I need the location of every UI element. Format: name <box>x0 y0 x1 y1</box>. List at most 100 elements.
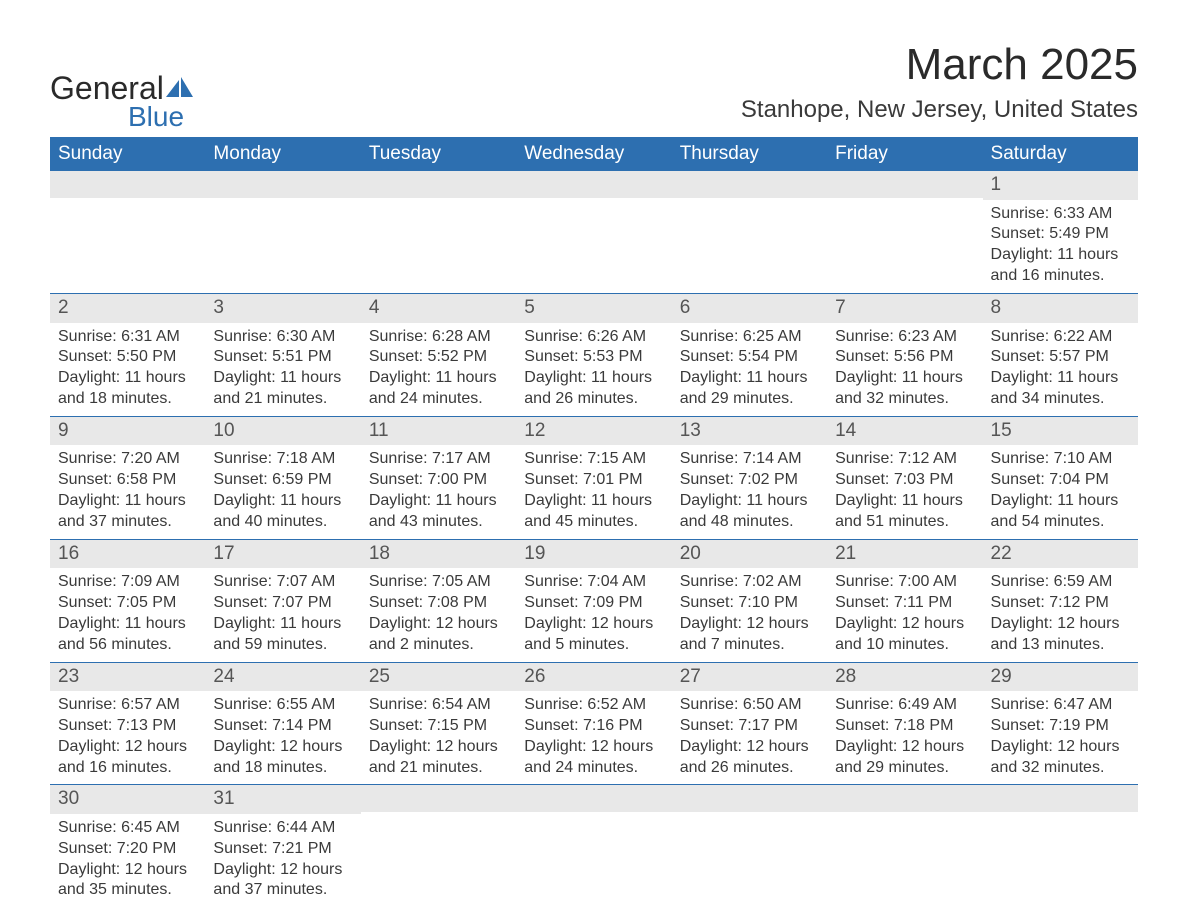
day-content: Sunrise: 7:04 AMSunset: 7:09 PMDaylight:… <box>516 568 671 661</box>
month-title: March 2025 <box>741 40 1138 90</box>
day-number: 7 <box>827 294 982 323</box>
day-content: Sunrise: 6:55 AMSunset: 7:14 PMDaylight:… <box>205 691 360 784</box>
day-content: Sunrise: 6:30 AMSunset: 5:51 PMDaylight:… <box>205 323 360 416</box>
calendar-cell: 17Sunrise: 7:07 AMSunset: 7:07 PMDayligh… <box>205 539 360 662</box>
sunrise-line: Sunrise: 6:33 AM <box>991 204 1130 225</box>
daylight-line-1: Daylight: 11 hours <box>58 614 197 635</box>
sunrise-line: Sunrise: 6:25 AM <box>680 327 819 348</box>
sunrise-line: Sunrise: 6:57 AM <box>58 695 197 716</box>
daylight-line-2: and 29 minutes. <box>835 758 974 779</box>
calendar-cell: 6Sunrise: 6:25 AMSunset: 5:54 PMDaylight… <box>672 293 827 416</box>
sunrise-line: Sunrise: 7:02 AM <box>680 572 819 593</box>
calendar-week: 30Sunrise: 6:45 AMSunset: 7:20 PMDayligh… <box>50 785 1138 907</box>
calendar-week: 23Sunrise: 6:57 AMSunset: 7:13 PMDayligh… <box>50 662 1138 785</box>
daylight-line-1: Daylight: 11 hours <box>524 491 663 512</box>
calendar-cell: 23Sunrise: 6:57 AMSunset: 7:13 PMDayligh… <box>50 662 205 785</box>
day-number: 10 <box>205 417 360 446</box>
sunset-line: Sunset: 5:51 PM <box>213 347 352 368</box>
daylight-line-2: and 2 minutes. <box>369 635 508 656</box>
sunrise-line: Sunrise: 6:26 AM <box>524 327 663 348</box>
calendar-cell: 24Sunrise: 6:55 AMSunset: 7:14 PMDayligh… <box>205 662 360 785</box>
day-number: 13 <box>672 417 827 446</box>
day-content: Sunrise: 7:00 AMSunset: 7:11 PMDaylight:… <box>827 568 982 661</box>
day-content: Sunrise: 6:28 AMSunset: 5:52 PMDaylight:… <box>361 323 516 416</box>
day-header: Saturday <box>983 137 1138 171</box>
sunset-line: Sunset: 7:17 PM <box>680 716 819 737</box>
day-number: 2 <box>50 294 205 323</box>
calendar-cell: 25Sunrise: 6:54 AMSunset: 7:15 PMDayligh… <box>361 662 516 785</box>
day-content: Sunrise: 6:49 AMSunset: 7:18 PMDaylight:… <box>827 691 982 784</box>
daylight-line-1: Daylight: 12 hours <box>213 860 352 881</box>
sunrise-line: Sunrise: 6:59 AM <box>991 572 1130 593</box>
daylight-line-1: Daylight: 12 hours <box>58 737 197 758</box>
day-header-row: SundayMondayTuesdayWednesdayThursdayFrid… <box>50 137 1138 171</box>
calendar-cell <box>672 171 827 293</box>
daylight-line-1: Daylight: 12 hours <box>58 860 197 881</box>
day-content: Sunrise: 6:31 AMSunset: 5:50 PMDaylight:… <box>50 323 205 416</box>
daylight-line-2: and 5 minutes. <box>524 635 663 656</box>
day-header: Sunday <box>50 137 205 171</box>
calendar-cell <box>516 171 671 293</box>
day-number: 9 <box>50 417 205 446</box>
sunrise-line: Sunrise: 6:45 AM <box>58 818 197 839</box>
day-content: Sunrise: 7:10 AMSunset: 7:04 PMDaylight:… <box>983 445 1138 538</box>
day-number: 8 <box>983 294 1138 323</box>
day-content: Sunrise: 6:23 AMSunset: 5:56 PMDaylight:… <box>827 323 982 416</box>
calendar-cell <box>672 785 827 907</box>
sunrise-line: Sunrise: 7:04 AM <box>524 572 663 593</box>
sunset-line: Sunset: 7:09 PM <box>524 593 663 614</box>
sunrise-line: Sunrise: 6:50 AM <box>680 695 819 716</box>
day-number: 18 <box>361 540 516 569</box>
day-content: Sunrise: 7:15 AMSunset: 7:01 PMDaylight:… <box>516 445 671 538</box>
day-number: 12 <box>516 417 671 446</box>
calendar-cell: 8Sunrise: 6:22 AMSunset: 5:57 PMDaylight… <box>983 293 1138 416</box>
day-number: 4 <box>361 294 516 323</box>
daylight-line-1: Daylight: 11 hours <box>369 491 508 512</box>
calendar-cell: 30Sunrise: 6:45 AMSunset: 7:20 PMDayligh… <box>50 785 205 907</box>
empty-day-strip <box>827 785 982 812</box>
empty-day-strip <box>361 785 516 812</box>
daylight-line-2: and 7 minutes. <box>680 635 819 656</box>
day-header: Wednesday <box>516 137 671 171</box>
sunset-line: Sunset: 7:16 PM <box>524 716 663 737</box>
daylight-line-2: and 43 minutes. <box>369 512 508 533</box>
day-header: Friday <box>827 137 982 171</box>
calendar-cell: 9Sunrise: 7:20 AMSunset: 6:58 PMDaylight… <box>50 416 205 539</box>
day-content: Sunrise: 7:17 AMSunset: 7:00 PMDaylight:… <box>361 445 516 538</box>
calendar-week: 1Sunrise: 6:33 AMSunset: 5:49 PMDaylight… <box>50 171 1138 293</box>
sunset-line: Sunset: 7:08 PM <box>369 593 508 614</box>
day-content: Sunrise: 6:25 AMSunset: 5:54 PMDaylight:… <box>672 323 827 416</box>
sunset-line: Sunset: 7:01 PM <box>524 470 663 491</box>
sunset-line: Sunset: 5:54 PM <box>680 347 819 368</box>
calendar-cell: 2Sunrise: 6:31 AMSunset: 5:50 PMDaylight… <box>50 293 205 416</box>
sunset-line: Sunset: 7:18 PM <box>835 716 974 737</box>
daylight-line-1: Daylight: 11 hours <box>835 491 974 512</box>
day-content: Sunrise: 6:26 AMSunset: 5:53 PMDaylight:… <box>516 323 671 416</box>
daylight-line-1: Daylight: 11 hours <box>991 368 1130 389</box>
daylight-line-2: and 18 minutes. <box>213 758 352 779</box>
empty-day-strip <box>827 171 982 198</box>
daylight-line-2: and 45 minutes. <box>524 512 663 533</box>
calendar-cell: 10Sunrise: 7:18 AMSunset: 6:59 PMDayligh… <box>205 416 360 539</box>
sunrise-line: Sunrise: 6:49 AM <box>835 695 974 716</box>
empty-day-strip <box>516 785 671 812</box>
calendar-cell: 14Sunrise: 7:12 AMSunset: 7:03 PMDayligh… <box>827 416 982 539</box>
calendar-cell: 11Sunrise: 7:17 AMSunset: 7:00 PMDayligh… <box>361 416 516 539</box>
day-number: 23 <box>50 663 205 692</box>
calendar-cell: 3Sunrise: 6:30 AMSunset: 5:51 PMDaylight… <box>205 293 360 416</box>
calendar-table: SundayMondayTuesdayWednesdayThursdayFrid… <box>50 137 1138 907</box>
day-content: Sunrise: 6:50 AMSunset: 7:17 PMDaylight:… <box>672 691 827 784</box>
day-number: 24 <box>205 663 360 692</box>
daylight-line-1: Daylight: 11 hours <box>524 368 663 389</box>
daylight-line-2: and 21 minutes. <box>213 389 352 410</box>
sunrise-line: Sunrise: 7:20 AM <box>58 449 197 470</box>
calendar-week: 9Sunrise: 7:20 AMSunset: 6:58 PMDaylight… <box>50 416 1138 539</box>
header-row: General Blue March 2025 Stanhope, New Je… <box>50 40 1138 133</box>
sunset-line: Sunset: 5:49 PM <box>991 224 1130 245</box>
daylight-line-1: Daylight: 11 hours <box>213 491 352 512</box>
sunrise-line: Sunrise: 7:14 AM <box>680 449 819 470</box>
day-number: 6 <box>672 294 827 323</box>
day-number: 27 <box>672 663 827 692</box>
sunset-line: Sunset: 5:52 PM <box>369 347 508 368</box>
sunset-line: Sunset: 7:20 PM <box>58 839 197 860</box>
